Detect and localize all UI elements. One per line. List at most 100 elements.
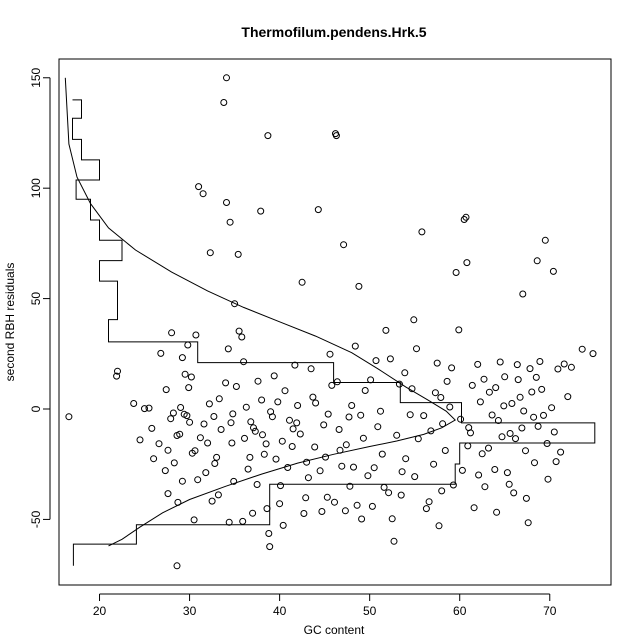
- data-point: [214, 491, 222, 499]
- data-point: [516, 393, 524, 401]
- data-point: [544, 475, 552, 483]
- data-point: [448, 364, 456, 372]
- data-point: [331, 498, 338, 506]
- data-point: [346, 482, 354, 490]
- data-point: [178, 354, 186, 362]
- data-point: [309, 393, 317, 401]
- data-point: [474, 360, 482, 368]
- data-point: [296, 430, 304, 438]
- data-point: [303, 458, 311, 466]
- data-point: [196, 434, 204, 442]
- data-point: [286, 416, 293, 424]
- data-point: [441, 447, 449, 454]
- x-tick-label: 40: [273, 604, 287, 618]
- y-tick-label: 100: [29, 178, 43, 198]
- data-point: [435, 522, 443, 530]
- data-point: [540, 411, 547, 419]
- data-point: [550, 428, 558, 436]
- data-point: [543, 440, 551, 447]
- data-point: [462, 213, 470, 221]
- data-point: [458, 466, 466, 474]
- data-point: [181, 370, 189, 378]
- data-point: [263, 505, 271, 513]
- data-point: [361, 387, 369, 394]
- data-point: [188, 449, 196, 457]
- data-point: [464, 442, 472, 450]
- data-point: [420, 412, 428, 420]
- data-point: [267, 408, 275, 416]
- data-point: [215, 395, 223, 403]
- y-tick-label: -50: [29, 510, 43, 528]
- data-point: [234, 250, 242, 258]
- data-point: [167, 415, 175, 423]
- data-point: [564, 393, 572, 401]
- data-point: [304, 474, 312, 482]
- data-point: [437, 394, 445, 401]
- data-point: [232, 383, 240, 390]
- data-point: [335, 426, 343, 433]
- data-point: [259, 431, 266, 439]
- data-point: [289, 425, 297, 433]
- y-tick-label: 0: [29, 405, 43, 412]
- data-point: [538, 385, 546, 393]
- data-point: [589, 350, 597, 358]
- data-point: [199, 190, 207, 198]
- data-point: [460, 216, 468, 223]
- data-point: [508, 400, 516, 407]
- chart-title: Thermofilum.pendens.Hrk.5: [241, 24, 426, 40]
- data-point: [257, 207, 265, 215]
- data-point: [187, 373, 195, 381]
- data-point: [316, 467, 324, 475]
- data-point: [186, 418, 194, 426]
- data-point: [284, 464, 292, 471]
- data-point: [501, 373, 509, 381]
- data-point: [480, 375, 488, 383]
- data-point: [438, 487, 446, 495]
- data-point: [491, 466, 499, 473]
- data-point: [130, 400, 138, 407]
- data-point: [229, 410, 237, 418]
- y-tick-label: 150: [29, 67, 43, 87]
- density-curve-layer: [64, 77, 457, 547]
- data-point: [506, 430, 514, 437]
- data-point: [177, 404, 185, 411]
- y-axis: -50 0 50 100 150: [29, 67, 51, 528]
- data-point: [185, 384, 193, 392]
- data-point: [240, 358, 248, 366]
- data-point: [249, 509, 257, 517]
- data-point: [385, 489, 393, 497]
- data-point: [414, 435, 422, 443]
- data-point: [433, 359, 441, 367]
- data-point: [397, 491, 405, 499]
- data-point: [300, 510, 308, 517]
- data-point: [173, 562, 181, 570]
- data-point: [265, 530, 273, 537]
- data-point: [272, 455, 280, 463]
- data-point: [208, 497, 216, 505]
- data-point: [276, 500, 284, 508]
- data-point: [274, 398, 282, 406]
- data-point: [270, 372, 278, 380]
- data-point: [531, 459, 538, 467]
- data-point: [164, 490, 172, 498]
- data-point: [493, 508, 501, 516]
- data-point: [318, 508, 326, 515]
- data-point: [554, 365, 562, 373]
- data-point: [413, 345, 420, 353]
- data-point: [338, 462, 346, 470]
- data-point: [333, 378, 341, 386]
- data-point: [162, 386, 170, 394]
- data-point: [141, 405, 148, 413]
- data-point: [227, 419, 235, 427]
- x-tick-label: 30: [183, 604, 197, 618]
- data-point: [202, 469, 210, 477]
- data-point: [294, 402, 302, 409]
- data-point: [113, 372, 121, 380]
- data-point: [238, 333, 246, 341]
- data-point: [496, 358, 504, 366]
- data-point: [498, 433, 506, 441]
- data-point: [468, 381, 476, 389]
- data-point: [359, 434, 367, 442]
- data-point: [530, 413, 538, 421]
- data-point: [500, 402, 508, 410]
